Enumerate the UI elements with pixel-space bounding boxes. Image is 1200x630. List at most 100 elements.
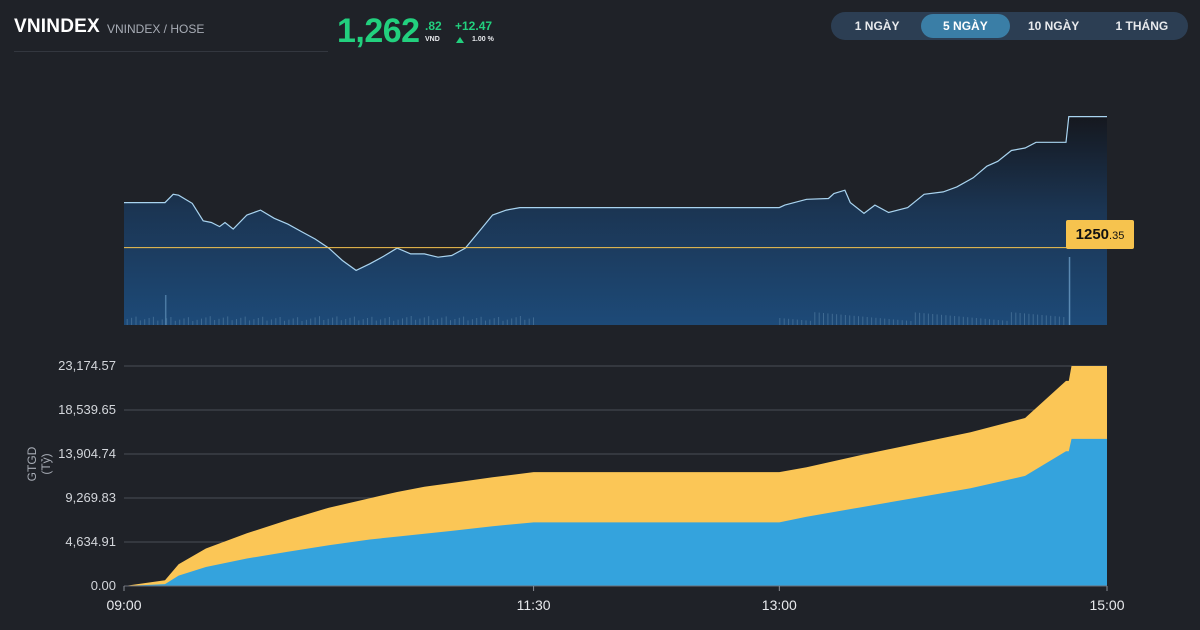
volume-bar [844,315,846,325]
volume-bar [1045,315,1047,325]
volume-bar [336,316,338,325]
volume-bar [441,317,443,325]
price-main: 1,262 [337,12,420,50]
volume-bar [371,316,373,325]
y-tick-label: 18,539.65 [58,402,116,417]
change-absolute: +12.47 [455,19,493,33]
volume-bar [1006,320,1008,325]
volume-bar [319,316,320,325]
ticker-symbol: VNINDEX [14,16,100,37]
volume-bar [897,319,899,325]
volume-bar [1028,313,1030,325]
volume-bar [476,318,478,325]
volume-bar [201,318,202,325]
volume-bar [941,314,942,325]
triangle-up-icon [456,37,464,43]
tab-10-days[interactable]: 10 NGÀY [1027,19,1080,33]
volume-bar [415,319,417,325]
volume-bar [384,318,386,325]
volume-bar [410,316,412,325]
volume-bar [489,319,491,325]
volume-bar [949,315,951,325]
volume-bar [375,320,377,325]
volume-bar [866,317,868,325]
y-tick-label: 9,269.83 [65,490,116,505]
tab-1-day[interactable]: 1 NGÀY [854,19,900,33]
volume-bar [788,318,790,325]
volume-bar [463,316,465,325]
volume-bar [954,316,956,325]
volume-bar [183,318,185,325]
tab-1-month[interactable]: 1 THÁNG [1115,19,1169,33]
volume-bar [967,317,969,325]
volume-bar [962,316,964,325]
volume-bar [266,320,268,325]
volume-bar [467,320,469,325]
price-area [124,116,1107,325]
volume-bar [823,313,824,325]
volume-bar [388,317,390,325]
volume-bar [402,318,403,325]
volume-bar [888,319,890,325]
volume-bar [901,320,903,325]
volume-bar [297,317,299,325]
y-tick-label: 4,634.91 [65,534,116,549]
volume-bar [253,319,255,325]
volume-bar [367,318,368,325]
volume-bar [892,319,894,325]
volume-bar [958,316,960,325]
volume-bar [222,317,224,325]
volume-bar [1058,316,1060,325]
tab-5-days[interactable]: 5 NGÀY [921,14,1010,38]
series-area-base [124,438,1107,586]
volume-bar [170,317,172,325]
volume-bar [310,318,312,325]
volume-bar [875,317,877,325]
volume-bar [975,318,977,325]
volume-bar [231,320,233,325]
x-tick-label: 11:30 [517,597,551,613]
volume-bar [174,320,176,325]
volume-bar [126,319,128,325]
volume-bar [871,317,873,325]
reference-price-tag: 1250.35 [1066,220,1134,249]
volume-bar [919,312,921,325]
volume-bar [779,318,781,325]
volume-bar [923,313,925,325]
volume-bar [914,312,916,325]
volume-bar [980,318,982,325]
x-tick-label: 15:00 [1089,597,1124,613]
volume-bar [927,313,929,325]
volume-bar [801,320,803,325]
y-tick-label: 13,904.74 [58,446,116,461]
volume-bar [814,312,816,325]
volume-bar [884,318,886,325]
volume-bar [179,319,181,325]
volume-bar [528,318,530,325]
volume-bar [450,320,451,325]
volume-bar [502,320,504,325]
volume-bar [858,316,859,325]
volume-bar [397,319,399,325]
price-decimal: .82 [425,19,442,33]
volume-bar [353,316,355,325]
volume-bar [910,321,912,325]
volume-bar [445,316,447,325]
volume-bar [906,320,907,325]
volume-bar [288,319,290,325]
price-line [124,116,1107,272]
volume-bar [157,320,159,325]
volume-bar [519,316,521,325]
volume-bar [831,313,833,325]
volume-bar [436,318,438,325]
volume-bar [1054,316,1056,325]
volume-bar [152,316,154,325]
volume-bar [419,318,421,325]
volume-bar [270,319,272,325]
volume-bar [1050,315,1052,325]
volume-bar [323,320,325,325]
volume-bar [1032,314,1034,325]
price-unit: VND [425,36,440,43]
volume-bar [524,319,526,325]
volume-bar [236,319,237,325]
